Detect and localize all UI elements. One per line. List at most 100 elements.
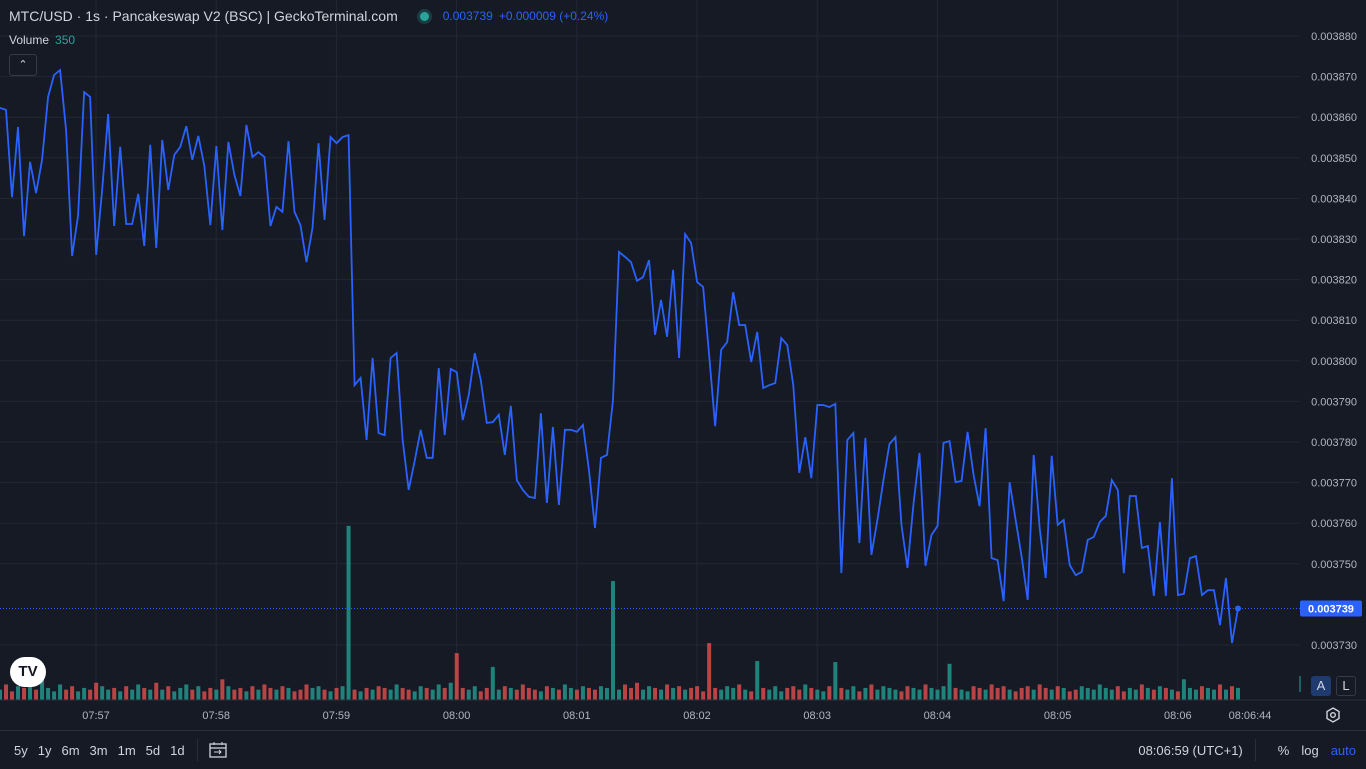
range-5y[interactable]: 5y <box>14 742 28 758</box>
volume-bar <box>274 689 279 700</box>
volume-bar <box>1049 689 1054 700</box>
volume-bar <box>358 691 363 700</box>
volume-bar <box>869 684 874 700</box>
volume-bar <box>671 687 676 700</box>
log-scale-button[interactable]: L <box>1336 676 1356 696</box>
volume-bar <box>863 687 868 700</box>
volume-bar <box>797 689 802 700</box>
volume-bar <box>1181 679 1186 700</box>
volume-bar <box>496 689 501 700</box>
symbol-title[interactable]: MTC/USD · 1s · Pancakeswap V2 (BSC) | Ge… <box>9 8 398 24</box>
date-range-icon[interactable] <box>208 741 228 759</box>
volume-bar <box>76 691 81 700</box>
volume-bar <box>1187 687 1192 700</box>
volume-bar <box>388 689 393 700</box>
volume-bar <box>226 686 231 700</box>
volume-bar <box>923 684 928 700</box>
volume-bar <box>773 686 778 700</box>
volume-bar <box>1091 689 1096 700</box>
volume-bar <box>286 687 291 700</box>
volume-bar <box>376 686 381 700</box>
volume-bar <box>779 691 784 700</box>
time-tick-label: 07:58 <box>202 710 230 722</box>
time-tick-label: 08:00 <box>443 710 471 722</box>
time-axis[interactable]: 07:57 07:58 07:59 08:00 08:01 08:02 08:03 08:04… <box>82 710 1271 722</box>
range-3m[interactable]: 3m <box>89 742 108 758</box>
range-5d[interactable]: 5d <box>145 742 161 758</box>
volume-bar <box>917 689 922 700</box>
volume-bar <box>695 686 700 700</box>
chart-legend: MTC/USD · 1s · Pancakeswap V2 (BSC) | Ge… <box>9 8 614 24</box>
volume-bar <box>1097 684 1102 700</box>
volume-bar <box>10 691 15 700</box>
divider <box>1254 739 1256 761</box>
volume-bar <box>598 686 603 700</box>
volume-bar <box>334 687 339 700</box>
grid <box>0 0 1300 700</box>
volume-bar <box>52 691 57 700</box>
volume-bar <box>370 689 375 700</box>
range-1d[interactable]: 1d <box>170 742 185 758</box>
price-tick-label: 0.003790 <box>1311 396 1357 408</box>
volume-bar <box>586 687 591 700</box>
auto-toggle[interactable]: auto <box>1330 742 1356 758</box>
settings-icon[interactable] <box>1325 707 1341 723</box>
range-1m[interactable]: 1m <box>117 742 136 758</box>
log-toggle[interactable]: log <box>1301 742 1319 758</box>
volume-bar <box>46 687 51 700</box>
volume-bar <box>899 691 904 700</box>
price-series-line <box>0 68 1239 644</box>
volume-bar <box>424 687 429 700</box>
time-tick-label: 08:05 <box>1044 710 1072 722</box>
volume-bar <box>857 691 862 700</box>
volume-bar <box>550 687 555 700</box>
volume-bar <box>454 653 459 700</box>
volume-bar <box>142 687 147 700</box>
volume-bar <box>220 679 225 700</box>
volume-bar <box>725 686 730 700</box>
volume-bar <box>382 687 387 700</box>
collapse-legend-button[interactable]: ⌃ <box>9 54 37 76</box>
time-tick-label: 08:06 <box>1164 710 1192 722</box>
range-1y[interactable]: 1y <box>37 742 52 758</box>
crosshair-time-label: 08:06:44 <box>1229 710 1272 722</box>
volume-bar <box>1073 689 1078 700</box>
clock-timezone[interactable]: 08:06:59 (UTC+1) <box>1138 742 1243 758</box>
volume-bar <box>1115 686 1120 700</box>
volume-bar <box>520 684 525 700</box>
price-tick-label: 0.003860 <box>1311 112 1357 124</box>
volume-bar <box>1175 691 1180 700</box>
price-axis[interactable]: 0.003880 0.003870 0.003860 0.003850 0.003840… <box>1299 31 1362 692</box>
volume-bar <box>196 686 201 700</box>
volume-bar <box>1121 691 1126 700</box>
volume-bar <box>16 686 21 700</box>
volume-bar <box>250 686 255 700</box>
price-tick-label: 0.003870 <box>1311 72 1357 84</box>
volume-bar <box>118 691 123 700</box>
volume-bar <box>965 691 970 700</box>
volume-bar <box>737 684 742 700</box>
volume-bar <box>707 643 712 700</box>
volume-legend: Volume 350 <box>9 33 75 47</box>
range-6m[interactable]: 6m <box>61 742 80 758</box>
volume-bar <box>64 689 69 700</box>
tradingview-logo[interactable]: TV <box>10 657 46 687</box>
volume-bar <box>532 689 537 700</box>
volume-bar <box>574 689 579 700</box>
volume-bar <box>893 689 898 700</box>
volume-bar <box>130 689 135 700</box>
volume-bar <box>580 686 585 700</box>
volume-bar <box>304 684 309 700</box>
price-chart[interactable]: 0.003880 0.003870 0.003860 0.003850 0.003840… <box>0 0 1366 730</box>
auto-scale-button[interactable]: A <box>1311 676 1331 696</box>
volume-bar <box>809 687 814 700</box>
volume-bar <box>442 687 447 700</box>
percent-toggle[interactable]: % <box>1277 742 1290 758</box>
volume-bar <box>617 689 621 700</box>
volume-bar <box>418 686 423 700</box>
volume-bar <box>1001 686 1006 700</box>
volume-bar <box>1211 689 1216 700</box>
time-tick-label: 08:03 <box>803 710 831 722</box>
last-point-marker <box>1235 605 1241 612</box>
price-tick-label: 0.003770 <box>1311 478 1357 490</box>
